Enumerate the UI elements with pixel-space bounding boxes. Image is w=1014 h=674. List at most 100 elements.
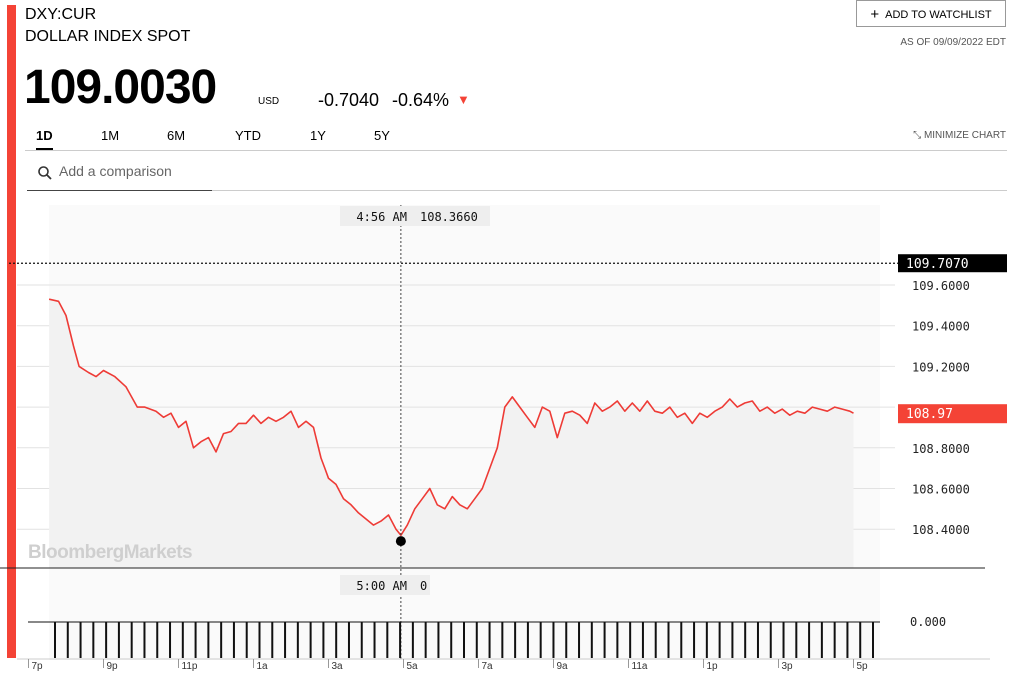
tab-6m[interactable]: 6M [167,128,186,143]
x-tick-label: 11a [632,661,648,672]
y-tick-label: 109.4000 [912,320,970,334]
minimize-icon: ⤡ [913,130,922,141]
minimize-chart-button[interactable]: ⤡ MINIMIZE CHART [913,130,1006,141]
volume-bar [232,622,235,658]
volume-bar [629,622,632,658]
volume-bar [795,622,798,658]
volume-bar [693,622,696,658]
volume-bar [641,622,644,658]
crosshair-volume-time: 5:00 AM [356,579,407,593]
volume-bar [514,622,517,658]
volume-bar [156,622,159,658]
volume-bar [169,622,172,658]
volume-bar [347,622,350,658]
volume-bar [488,622,491,658]
volume-bar [552,622,555,658]
volume-bar [399,622,402,658]
x-tick-label: 3a [332,661,344,672]
volume-bar [309,622,312,658]
tab-1m[interactable]: 1M [101,128,120,143]
x-tick-label: 7a [482,661,494,672]
price-change: -0.7040 [318,90,380,110]
x-tick-label: 9p [107,661,119,672]
tab-1d[interactable]: 1D [36,128,53,150]
volume-bar [79,622,82,658]
volume-bar [220,622,223,658]
volume-bar [782,622,785,658]
tab-5y[interactable]: 5Y [374,128,390,143]
volume-bar [207,622,210,658]
volume-bar [271,622,274,658]
volume-bar [872,622,874,658]
x-tick-label: 5p [857,661,869,672]
volume-bar [284,622,287,658]
volume-bar [846,622,849,658]
volume-bar [373,622,376,658]
volume-bar [590,622,593,658]
crosshair-volume-value: 0 [420,579,427,593]
volume-bar [463,622,465,658]
down-arrow-icon: ▼ [457,92,470,107]
crosshair-marker [395,536,406,547]
watchlist-label: ADD TO WATCHLIST [885,9,992,21]
comparison-search-input[interactable]: Add a comparison [27,160,212,191]
volume-bar [450,622,453,658]
bloomberg-watermark: BloombergMarkets [28,542,192,563]
search-placeholder: Add a comparison [59,163,172,179]
volume-bar [501,622,504,658]
volume-bar [424,622,427,658]
crosshair-value: 108.3660 [420,210,478,224]
y-tick-label: 108.6000 [912,483,970,497]
volume-bar [808,622,811,658]
volume-bar [820,622,823,658]
volume-bar [360,622,363,658]
plus-icon: + [870,6,880,23]
previous-close-label: 109.7070 [906,257,969,272]
volume-bar [245,622,248,658]
volume-bar [66,622,69,658]
volume-bar [181,622,184,658]
volume-axis-label: 0.000 [910,615,946,629]
add-to-watchlist-button[interactable]: + ADD TO WATCHLIST [856,0,1006,27]
y-tick-label: 109.2000 [912,360,970,374]
last-value-badge [898,404,1007,424]
volume-bar [744,622,747,658]
volume-bar [565,622,568,658]
volume-bar [143,622,146,658]
volume-bar [54,622,56,658]
volume-bar [335,622,338,658]
x-tick-label: 11p [182,661,198,672]
volume-bar [756,622,759,658]
price-area [49,299,854,568]
volume-bar [411,622,414,658]
volume-bar [105,622,108,658]
volume-bar [603,622,606,658]
minimize-label: MINIMIZE CHART [923,130,1006,141]
price-line [48,298,854,537]
price-unit: USD [258,96,280,107]
volume-bar [130,622,133,658]
volume-bar [859,622,862,658]
volume-bar [526,622,529,658]
y-tick-label: 108.8000 [912,442,970,456]
tab-1y[interactable]: 1Y [310,128,326,143]
y-tick-label: 108.4000 [912,523,970,537]
previous-close-badge [898,254,1007,273]
x-tick-label: 5a [407,661,419,672]
y-tick-label: 109.6000 [912,279,970,293]
tab-ytd[interactable]: YTD [235,128,261,143]
last-price: 109.0030 [24,61,217,114]
volume-bar [654,622,657,658]
price-change-percent: -0.64% [392,90,450,110]
crosshair-price-box [340,206,490,226]
volume-bar [386,622,389,658]
x-tick-label: 1a [257,661,269,672]
volume-bar [833,622,836,658]
volume-bar [731,622,734,658]
last-value-label: 108.97 [906,407,953,422]
x-tick-label: 7p [32,661,44,672]
volume-bar [322,622,325,658]
volume-bar [705,622,708,658]
volume-bar [92,622,95,658]
